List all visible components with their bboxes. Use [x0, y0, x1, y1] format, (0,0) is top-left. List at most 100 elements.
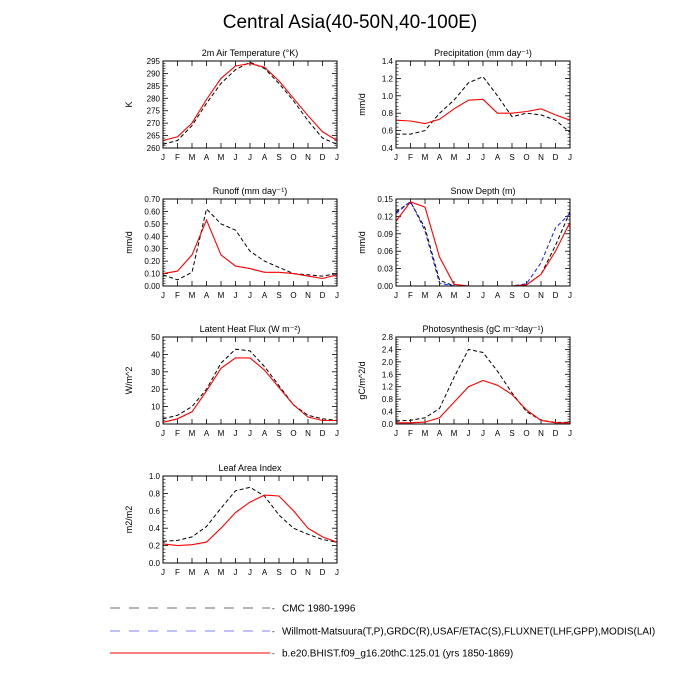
y-tick-label: 0.00	[144, 282, 160, 291]
series-line-solid	[396, 379, 570, 424]
x-tick-label: O	[523, 429, 529, 438]
x-tick-label: A	[204, 429, 210, 438]
y-tick-label: 0.40	[144, 232, 160, 241]
y-tick-label: 260	[147, 144, 161, 153]
x-tick-label: F	[408, 153, 413, 162]
y-tick-label: 1.4	[382, 57, 394, 66]
chart-title: Latent Heat Flux (W m⁻²)	[200, 324, 301, 334]
series-line-solid	[162, 357, 337, 423]
y-tick-label: 0.00	[377, 282, 393, 291]
x-tick-label: M	[218, 429, 225, 438]
y-tick-label: 0.8	[382, 109, 394, 118]
chart-title: Snow Depth (m)	[450, 186, 515, 196]
x-tick-label: J	[394, 429, 398, 438]
x-tick-label: J	[394, 291, 398, 300]
x-tick-label: O	[290, 153, 296, 162]
y-tick-label: 1.6	[382, 370, 394, 379]
y-tick-label: 0.6	[149, 507, 161, 516]
x-tick-label: J	[467, 153, 471, 162]
y-axis-label: mm/d	[357, 93, 367, 116]
x-tick-label: A	[437, 429, 443, 438]
x-tick-label: A	[204, 153, 210, 162]
x-tick-label: D	[320, 291, 326, 300]
y-tick-label: 280	[147, 94, 161, 103]
legend-dash-mark: -	[272, 604, 275, 613]
x-tick-label: O	[523, 153, 529, 162]
plot-frame	[395, 60, 571, 149]
x-tick-label: J	[234, 429, 238, 438]
series-line-solid	[395, 98, 571, 125]
y-axis-label: mm/d	[124, 231, 134, 254]
page-title: Central Asia(40-50N,40-100E)	[222, 12, 478, 33]
x-tick-label: D	[553, 291, 559, 300]
x-tick-label: M	[422, 153, 429, 162]
y-tick-label: 0.60	[144, 207, 160, 216]
y-axis-label: K	[124, 101, 134, 107]
y-tick-label: 30	[151, 368, 160, 377]
x-tick-label: J	[248, 568, 252, 577]
x-tick-label: J	[481, 153, 485, 162]
y-tick-label: 0.70	[144, 195, 160, 204]
x-tick-label: F	[175, 291, 180, 300]
chart-title: Photosynthesis (gC m⁻²day⁻¹)	[422, 324, 543, 334]
x-tick-label: D	[553, 153, 559, 162]
series-line-dash	[162, 486, 338, 543]
y-tick-label: 0.30	[144, 245, 160, 254]
y-axis-label: m2/m2	[124, 506, 134, 534]
x-tick-label: J	[335, 429, 339, 438]
x-tick-label: S	[276, 568, 281, 577]
y-tick-label: 0.2	[149, 542, 161, 551]
x-tick-label: D	[553, 429, 559, 438]
x-tick-label: J	[394, 153, 398, 162]
x-tick-label: D	[320, 568, 326, 577]
x-tick-label: S	[509, 429, 514, 438]
y-tick-label: 0.0	[382, 420, 394, 429]
legend-label-obs: Willmott-Matsuura(T,P),GRDC(R),USAF/ETAC…	[282, 627, 655, 638]
y-axis-label: gC/m^2/d	[357, 361, 367, 399]
x-tick-label: M	[218, 291, 225, 300]
y-tick-label: 1.0	[382, 92, 394, 101]
legend-label-cmc: CMC 1980-1996	[282, 604, 356, 615]
plot-frame	[395, 198, 571, 287]
x-tick-label: J	[568, 153, 572, 162]
x-tick-label: D	[320, 153, 326, 162]
series-line-solid	[162, 62, 338, 142]
x-tick-label: M	[189, 568, 196, 577]
x-tick-label: J	[234, 568, 238, 577]
y-tick-label: 10	[151, 403, 160, 412]
x-tick-label: J	[568, 291, 572, 300]
x-tick-label: S	[276, 291, 281, 300]
y-tick-label: 0.15	[377, 195, 393, 204]
x-tick-label: F	[408, 291, 413, 300]
x-tick-label: J	[161, 429, 165, 438]
y-tick-label: 0.4	[382, 408, 394, 417]
y-tick-label: 0	[156, 420, 161, 429]
chart-panel-1: Precipitation (mm day⁻¹) mm/d 0.4 0.6 0.8 1.0…	[357, 48, 572, 162]
x-tick-label: O	[290, 429, 296, 438]
y-tick-label: 20	[151, 385, 160, 394]
series-line-obs	[395, 200, 571, 287]
x-tick-label: J	[248, 153, 252, 162]
legend-label-model: b.e20.BHIST.f09_g16.20thC.125.01 (yrs 18…	[282, 649, 513, 660]
y-tick-label: 2.8	[382, 333, 394, 342]
y-tick-label: 285	[147, 82, 161, 91]
y-tick-label: 1.2	[382, 383, 394, 392]
x-tick-label: F	[175, 429, 180, 438]
x-tick-label: F	[175, 568, 180, 577]
y-tick-label: 265	[147, 132, 161, 141]
x-tick-label: A	[437, 291, 443, 300]
chart-panel-0: 2m Air Temperature (°K) K 260 265 270 275 280 2…	[124, 48, 339, 162]
chart-title: Precipitation (mm day⁻¹)	[434, 48, 532, 58]
x-tick-label: A	[262, 568, 268, 577]
panels-group: 2m Air Temperature (°K) K 260 265 270 275 280 2…	[124, 48, 572, 577]
x-tick-label: S	[509, 291, 514, 300]
x-tick-label: J	[481, 291, 485, 300]
x-tick-label: N	[538, 153, 544, 162]
series-line-dash	[395, 348, 570, 423]
y-tick-label: 295	[147, 57, 161, 66]
x-tick-label: M	[422, 291, 429, 300]
series-line-dash	[162, 348, 338, 421]
chart-panel-3: Snow Depth (m) mm/d 0.00 0.03 0.06 0.09 0.12 0.…	[357, 186, 572, 300]
y-tick-label: 270	[147, 119, 161, 128]
legend: - CMC 1980-1996- Willmott-Matsuura(T,P),GR…	[110, 604, 655, 660]
